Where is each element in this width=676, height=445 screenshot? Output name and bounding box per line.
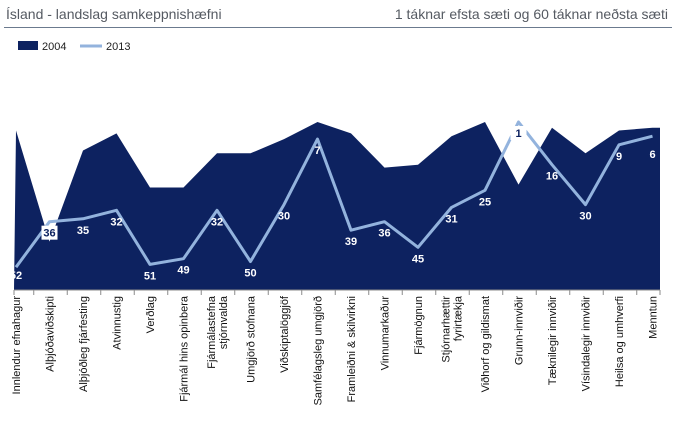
x-tick-label: Atvinnustig xyxy=(112,296,124,350)
x-tick-label: stjórnvalda xyxy=(218,295,230,349)
group-label-2-0: SKILVIRKNI xyxy=(391,75,458,89)
data-label-2013: 30 xyxy=(579,211,591,223)
legend-label-2004: 2004 xyxy=(42,41,66,53)
data-label-2013: 7 xyxy=(314,145,320,157)
data-label-2013: 36 xyxy=(43,228,55,240)
header-divider xyxy=(4,27,672,28)
x-tick-label: Alþjóðleg fjárfesting xyxy=(78,296,90,392)
group-label-0-1: FRAMMISTAÐA xyxy=(46,93,135,107)
x-tick-label: Fjármálastefna xyxy=(206,295,218,369)
data-label-2013: 39 xyxy=(345,236,357,248)
data-label-2013: 36 xyxy=(378,228,390,240)
x-tick-label: Umgjörð stofnana xyxy=(246,295,258,383)
x-tick-label: Fjármál hins opinbera xyxy=(179,295,191,402)
x-tick-label: Vísindalegir innviðir xyxy=(581,296,593,392)
data-label-2013: 25 xyxy=(479,196,491,208)
series-area-2004 xyxy=(14,122,660,290)
data-label-2013: 16 xyxy=(546,171,558,183)
group-label-3-0: SAMFÉLAGSLEGIR xyxy=(536,74,648,89)
group-label-1-0: SKILVIRKNI xyxy=(224,75,291,89)
group-label-0-0: EFNAHAGSLEG xyxy=(44,75,136,89)
x-tick-label: Alþjóðaviðskipti xyxy=(45,296,57,372)
chart-subtitle: 1 táknar efsta sæti og 60 táknar neðsta … xyxy=(394,6,668,22)
data-label-2013: 51 xyxy=(144,270,156,282)
data-label-bg xyxy=(510,126,527,140)
data-label-2013: 45 xyxy=(412,253,424,265)
legend-swatch-2004 xyxy=(18,41,38,50)
x-tick-label: Fjármögnun xyxy=(413,296,425,355)
x-tick-label: Vinnumarkaður xyxy=(380,296,392,371)
x-tick-label: Viðhorf og gildismat xyxy=(480,296,492,392)
x-tick-label: Framleiðni & skilvirkni xyxy=(346,296,358,402)
series-line-2013 xyxy=(14,120,653,269)
x-tick-label: Samfélagsleg umgjörð xyxy=(313,296,325,405)
group-label-3-1: INNVIÐIR xyxy=(566,93,619,107)
data-label-2013: 1 xyxy=(515,128,521,140)
data-label-2013: 49 xyxy=(177,265,189,277)
data-label-2013: 32 xyxy=(211,216,223,228)
data-label-bg xyxy=(41,225,58,240)
x-tick-label: Menntun xyxy=(648,296,660,339)
x-tick-label: Heilsa og umhverfi xyxy=(614,296,626,387)
chart-header: Ísland - landslag samkeppnishæfni 1 tákn… xyxy=(0,0,676,30)
x-tick-label: Tæknilegir innviðir xyxy=(547,296,559,386)
data-label-2013: 32 xyxy=(110,216,122,228)
data-label-2013: 35 xyxy=(77,225,89,237)
x-tick-label: Verðlag xyxy=(145,296,157,333)
group-label-1-1: HINS OPINBERA xyxy=(210,93,306,107)
data-label-2013: 30 xyxy=(278,211,290,223)
chart-title: Ísland - landslag samkeppnishæfni xyxy=(6,6,222,22)
x-tick-label: Stjórnarhættir xyxy=(441,296,453,363)
legend-label-2013: 2013 xyxy=(106,41,130,53)
x-tick-label: Innlendur efnahagur xyxy=(11,296,23,395)
group-label-2-1: ATVINNULÍFS xyxy=(386,92,464,107)
data-label-2013: 31 xyxy=(445,213,457,225)
x-tick-label: fyrirtækja xyxy=(453,295,465,341)
data-label-2013: 52 xyxy=(10,270,22,282)
data-label-2013: 9 xyxy=(616,151,622,163)
x-tick-label: Grunn-innviðir xyxy=(514,296,526,365)
x-tick-label: Viðskiptalöggjöf xyxy=(279,295,291,373)
data-label-2013: 50 xyxy=(244,268,256,280)
data-label-2013: 6 xyxy=(649,149,655,161)
